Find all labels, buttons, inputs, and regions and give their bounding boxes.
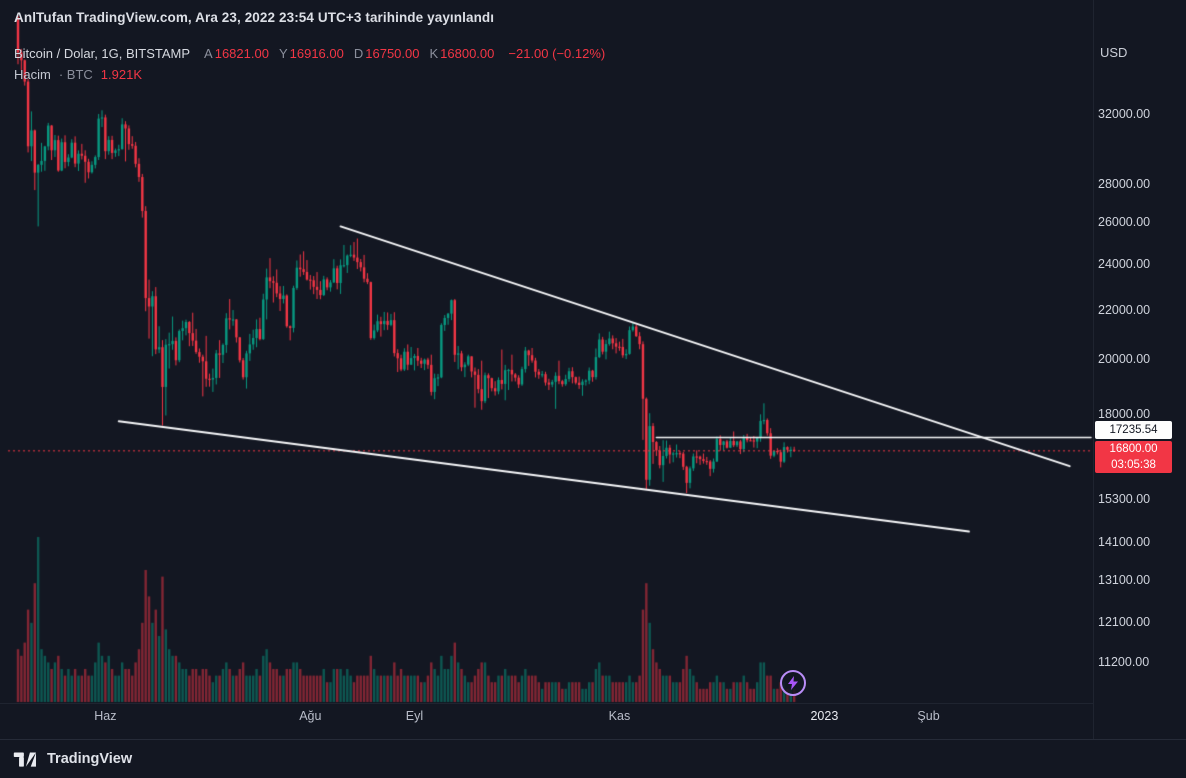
price-tick-label: 26000.00	[1098, 215, 1151, 230]
price-tick-label: 28000.00	[1098, 176, 1151, 191]
volume-legend[interactable]: Hacim · BTC 1.921K	[14, 67, 142, 82]
high-value: 16916.00	[289, 46, 344, 61]
footer-separator	[0, 739, 1186, 740]
ohlc-readout: A 16821.00 Y 16916.00 D 16750.00 K 16800.00	[204, 46, 494, 61]
close-value: 16800.00	[440, 46, 495, 61]
last-price-value: 16800.00	[1109, 443, 1158, 456]
price-tick-label: 22000.00	[1098, 302, 1151, 317]
last-price-tag: 16800.00 03:05:38	[1095, 441, 1172, 474]
chart-legend[interactable]: Bitcoin / Dolar, 1G, BITSTAMP A 16821.00 …	[14, 46, 605, 61]
price-tick-label: 13100.00	[1098, 573, 1151, 588]
price-tick-label: 24000.00	[1098, 257, 1151, 272]
open-label: A	[204, 46, 213, 61]
price-tick-label: 14100.00	[1098, 534, 1151, 549]
open-value: 16821.00	[214, 46, 269, 61]
change-readout: −21.00 (−0.12%)	[508, 46, 606, 61]
volume-label: Hacim	[14, 67, 51, 82]
brand-name[interactable]: TradingView	[47, 751, 133, 767]
price-tick-label: 20000.00	[1098, 352, 1151, 367]
footer-bar: TradingView	[0, 740, 1186, 778]
time-tick-label: 2023	[810, 709, 839, 723]
level-price-tag: 17235.54	[1095, 420, 1172, 439]
time-tick-label: Ağu	[299, 709, 322, 723]
volume-unit: · BTC	[58, 67, 93, 82]
lightning-icon	[788, 676, 798, 690]
price-tick-label: 15300.00	[1098, 492, 1151, 507]
time-axis-separator	[0, 703, 1093, 704]
price-axis-separator	[1093, 0, 1094, 740]
low-value: 16750.00	[365, 46, 420, 61]
price-tick-label: 11200.00	[1098, 655, 1150, 669]
bar-countdown: 03:05:38	[1111, 459, 1156, 472]
currency-label: USD	[1100, 45, 1128, 60]
price-tick-label: 18000.00	[1098, 407, 1151, 422]
time-tick-label: Eyl	[405, 709, 424, 723]
close-label: K	[429, 46, 439, 61]
symbol-title[interactable]: Bitcoin / Dolar, 1G, BITSTAMP	[14, 46, 191, 61]
published-info-text: AnlTufan TradingView.com, Ara 23, 2022 2…	[14, 10, 495, 25]
time-tick-label: Şub	[917, 709, 940, 723]
low-label: D	[353, 46, 364, 61]
volume-value: 1.921K	[100, 67, 142, 82]
time-tick-label: Haz	[94, 709, 117, 723]
price-tick-label: 32000.00	[1098, 107, 1151, 121]
price-tick-label: 12100.00	[1098, 614, 1151, 629]
tradingview-logo-icon[interactable]	[13, 748, 38, 770]
time-tick-label: Kas	[608, 709, 631, 723]
high-label: Y	[278, 46, 288, 61]
flash-marker[interactable]	[780, 670, 806, 696]
